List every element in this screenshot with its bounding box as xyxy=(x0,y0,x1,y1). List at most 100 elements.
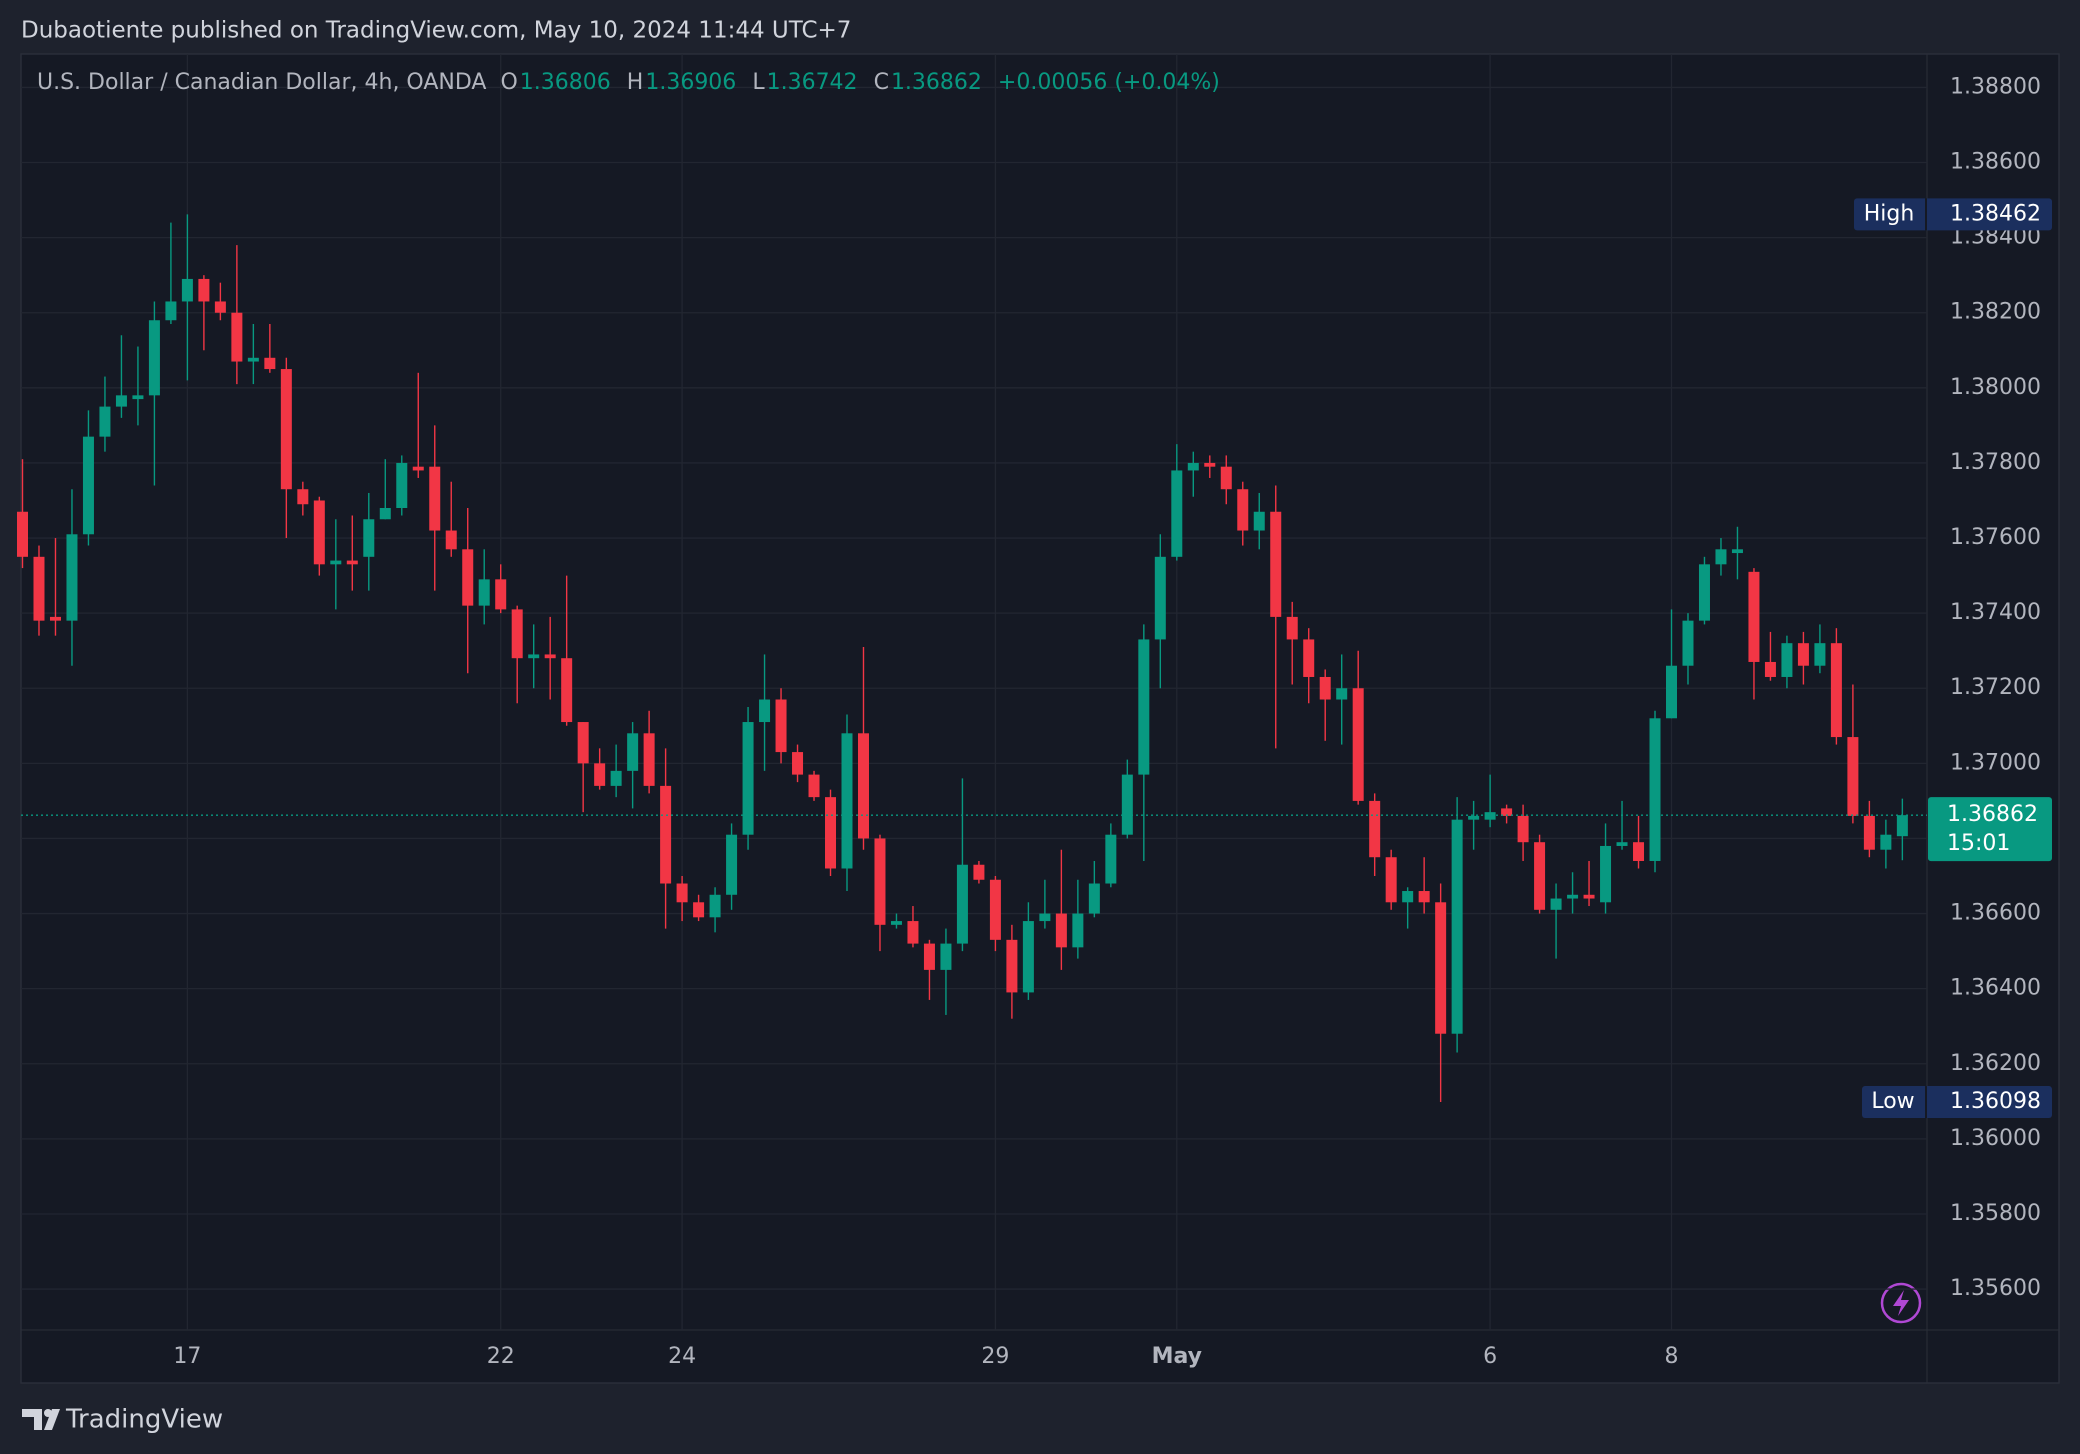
candle-body xyxy=(1171,470,1183,557)
candle-body xyxy=(874,838,886,925)
candle-body xyxy=(115,395,127,407)
y-tick-label: 1.38800 xyxy=(1950,74,2041,99)
candle-body xyxy=(214,301,226,313)
y-tick-label: 1.35800 xyxy=(1950,1201,2041,1226)
price-tag-value: 1.36862 xyxy=(1947,802,2038,827)
x-tick-label: 8 xyxy=(1665,1344,1679,1369)
candle-body xyxy=(297,489,309,505)
candle-body xyxy=(1715,549,1727,565)
candle-body xyxy=(1303,639,1315,677)
candle-body xyxy=(379,507,391,520)
candle-body xyxy=(66,534,78,621)
candle-body xyxy=(165,301,177,321)
candle-body xyxy=(1814,643,1826,666)
candle-body xyxy=(759,699,771,723)
candle-body xyxy=(594,763,606,786)
brand-name: TradingView xyxy=(65,1405,223,1435)
x-tick-label: 24 xyxy=(668,1344,696,1369)
candle-body xyxy=(198,278,210,302)
y-tick-label: 1.38600 xyxy=(1950,150,2041,175)
candle-body xyxy=(346,560,358,565)
candle-body xyxy=(1385,857,1397,903)
candle-body xyxy=(1863,815,1875,850)
candle-body xyxy=(313,500,325,565)
y-tick-label: 1.36600 xyxy=(1950,901,2041,926)
candle-body xyxy=(1600,845,1612,903)
candle-body xyxy=(1154,556,1166,640)
y-tick-label: 1.37800 xyxy=(1950,450,2041,475)
candle-body xyxy=(1731,549,1743,554)
logo-mark xyxy=(22,1409,42,1430)
candle-body xyxy=(577,722,589,764)
candle-body xyxy=(1039,913,1051,922)
candle-body xyxy=(660,785,672,884)
grid xyxy=(21,54,1927,1330)
price-change: +0.00056 (+0.04%) xyxy=(997,70,1220,95)
logo-mark xyxy=(44,1409,60,1430)
candle-body xyxy=(940,943,952,970)
candle-body xyxy=(1682,620,1694,666)
candle-body xyxy=(1121,774,1133,835)
candle-body xyxy=(1253,511,1265,531)
candle-body xyxy=(1319,676,1331,700)
high-tag xyxy=(1854,198,2052,231)
ohlc-label: H xyxy=(626,70,644,95)
ohlc-value: 1.36862 xyxy=(890,70,982,95)
y-tick-label: 1.38200 xyxy=(1950,300,2041,325)
candle-body xyxy=(495,579,507,610)
candle-body xyxy=(462,549,474,606)
candle-body xyxy=(33,556,45,621)
candle-body xyxy=(1435,902,1447,1034)
candle-body xyxy=(775,699,787,753)
candle-body xyxy=(1204,462,1216,467)
high-tag-value: 1.38462 xyxy=(1950,201,2041,226)
x-tick-label: 22 xyxy=(487,1344,515,1369)
low-tag-value: 1.36098 xyxy=(1950,1089,2041,1114)
y-tick-label: 1.36000 xyxy=(1950,1126,2041,1151)
candle-body xyxy=(148,320,160,396)
candle-body xyxy=(99,406,111,437)
candle-body xyxy=(330,560,342,565)
candle-body xyxy=(1022,921,1034,993)
candle-body xyxy=(709,894,721,918)
candle-body xyxy=(1138,639,1150,775)
candle-body xyxy=(1369,800,1381,858)
candle-body xyxy=(1830,643,1842,738)
candle-body xyxy=(132,395,144,400)
candle-body xyxy=(412,466,424,471)
ohlc-label: C xyxy=(873,70,889,95)
candle-body xyxy=(429,466,441,531)
candle-body xyxy=(544,654,556,659)
candle-body xyxy=(231,312,243,362)
ohlc-value: 1.36906 xyxy=(645,70,737,95)
candle-body xyxy=(1550,898,1562,910)
candle-body xyxy=(989,879,1001,940)
candle-body xyxy=(247,357,259,362)
y-tick-label: 1.38000 xyxy=(1950,375,2041,400)
candle-body xyxy=(1072,913,1084,948)
ohlc-value: 1.36742 xyxy=(766,70,858,95)
candle-body xyxy=(1534,842,1546,910)
candle-body xyxy=(1517,815,1529,843)
candle-body xyxy=(561,658,573,723)
candle-body xyxy=(264,357,276,370)
candle-body xyxy=(1484,812,1496,820)
price-tag-countdown: 15:01 xyxy=(1947,831,2010,856)
candle-body xyxy=(1666,665,1677,719)
candle-body xyxy=(923,943,935,970)
x-tick-label: 29 xyxy=(981,1344,1009,1369)
candle-body xyxy=(726,834,738,895)
flash-icon-circle xyxy=(1880,1282,1922,1324)
ohlc-label: O xyxy=(500,70,518,95)
y-tick-label: 1.37000 xyxy=(1950,750,2041,775)
candle-body xyxy=(1764,661,1776,677)
candle-body xyxy=(511,609,523,659)
candle-body xyxy=(1286,616,1298,640)
publish-info: Dubaotiente published on TradingView.com… xyxy=(21,18,851,44)
candle-body xyxy=(396,462,408,508)
candle-body xyxy=(1006,939,1018,993)
candle-body xyxy=(1352,688,1364,801)
candle-body xyxy=(49,616,61,621)
ohlc-label: L xyxy=(752,70,765,95)
